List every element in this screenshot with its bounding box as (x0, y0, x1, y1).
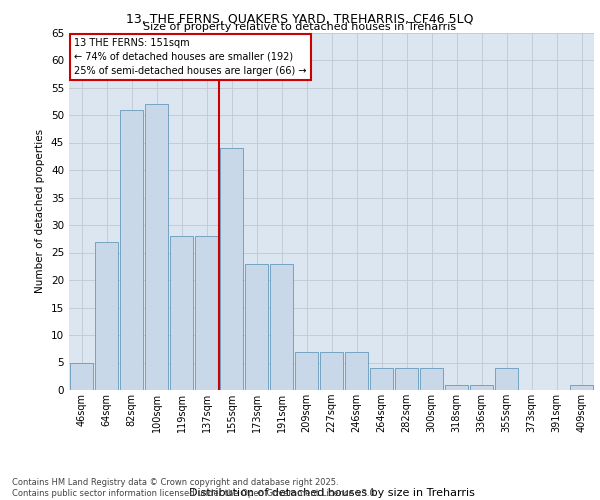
Bar (570, 384, 593, 390)
Bar (70, 362, 93, 390)
Bar (495, 368, 518, 390)
Bar (170, 236, 193, 390)
Bar (420, 368, 443, 390)
Bar (470, 384, 493, 390)
Text: Size of property relative to detached houses in Treharris: Size of property relative to detached ho… (143, 22, 457, 32)
Text: 13, THE FERNS, QUAKERS YARD, TREHARRIS, CF46 5LQ: 13, THE FERNS, QUAKERS YARD, TREHARRIS, … (126, 12, 474, 26)
Bar (345, 352, 368, 390)
Bar (320, 352, 343, 390)
Bar (395, 368, 418, 390)
X-axis label: Distribution of detached houses by size in Treharris: Distribution of detached houses by size … (188, 488, 475, 498)
Bar (145, 104, 168, 390)
Text: 13 THE FERNS: 151sqm
← 74% of detached houses are smaller (192)
25% of semi-deta: 13 THE FERNS: 151sqm ← 74% of detached h… (74, 38, 307, 76)
Bar (295, 352, 318, 390)
Bar (220, 148, 243, 390)
Y-axis label: Number of detached properties: Number of detached properties (35, 129, 46, 294)
Bar (270, 264, 293, 390)
Bar (195, 236, 218, 390)
Text: Contains HM Land Registry data © Crown copyright and database right 2025.
Contai: Contains HM Land Registry data © Crown c… (12, 478, 377, 498)
Bar (445, 384, 468, 390)
Bar (245, 264, 268, 390)
Bar (120, 110, 143, 390)
Bar (95, 242, 118, 390)
Bar (370, 368, 393, 390)
